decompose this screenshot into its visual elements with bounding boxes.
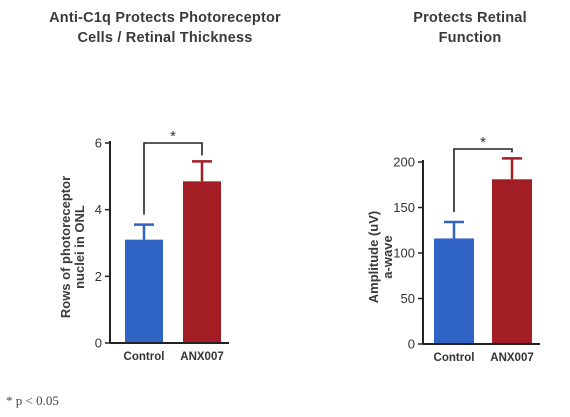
y-axis-label: Amplitude (uV) xyxy=(366,211,381,303)
significance-footnote: * p < 0.05 xyxy=(6,393,59,408)
y-tick-label: 50 xyxy=(401,291,415,306)
y-tick-label: 4 xyxy=(95,202,102,217)
bar-anx007 xyxy=(183,181,221,343)
x-tick-label: ANX007 xyxy=(180,351,223,363)
significance-bracket xyxy=(143,142,203,215)
bar-control xyxy=(434,238,474,344)
significance-marker: * xyxy=(170,128,176,145)
y-tick-label: 100 xyxy=(393,246,415,261)
y-tick-label: 0 xyxy=(95,336,102,351)
chart-title-retinal-function: Protects Retinal Function xyxy=(370,8,570,48)
y-tick-label: 0 xyxy=(408,337,415,352)
x-tick-label: Control xyxy=(434,352,475,364)
x-tick-label: Control xyxy=(124,351,165,363)
y-axis-label: Rows of photoreceptor xyxy=(58,176,73,318)
y-tick-label: 6 xyxy=(95,136,102,151)
x-tick-label: ANX007 xyxy=(490,352,533,364)
y-axis-label: a-wave xyxy=(380,235,395,278)
chart-title-line: Function xyxy=(438,30,502,46)
y-axis-label: nuclei in ONL xyxy=(72,205,87,289)
chart-title-line: Protects Retinal xyxy=(413,10,527,26)
bar-control xyxy=(125,239,163,343)
y-tick-label: 150 xyxy=(393,200,415,215)
chart-title-line: Anti-C1q Protects Photoreceptor xyxy=(49,10,281,26)
y-tick-label: 200 xyxy=(393,155,415,170)
chart-title-line: Cells / Retinal Thickness xyxy=(77,30,253,46)
bar-anx007 xyxy=(492,179,532,344)
significance-bracket xyxy=(453,148,513,213)
chart-title-retinal-thickness: Anti-C1q Protects Photoreceptor Cells / … xyxy=(0,8,330,48)
significance-marker: * xyxy=(480,134,486,151)
y-tick-label: 2 xyxy=(95,269,102,284)
